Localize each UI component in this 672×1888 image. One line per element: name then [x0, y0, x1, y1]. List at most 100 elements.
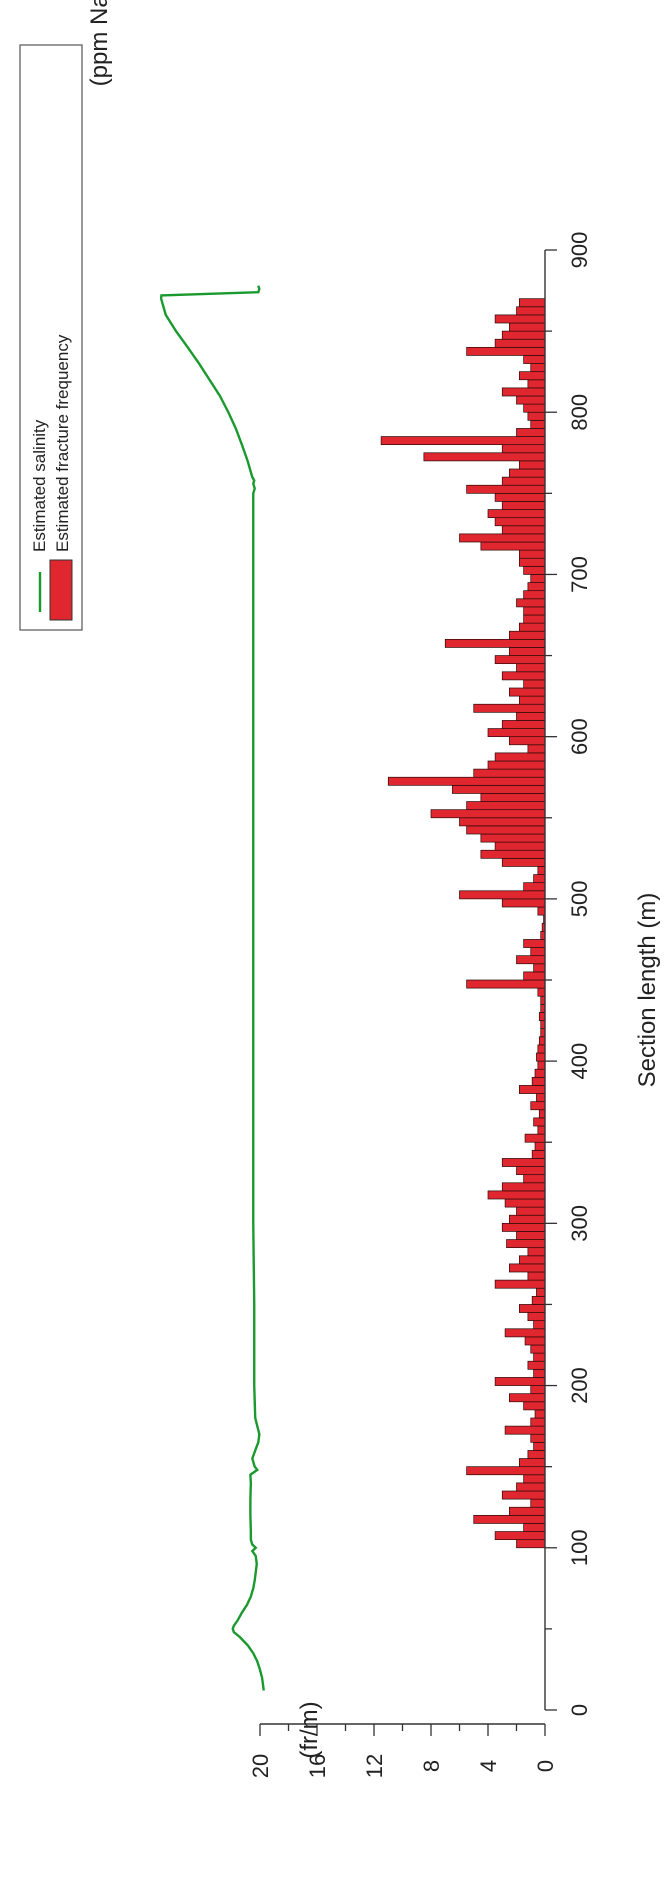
- fracture-frequency-bar: [504, 1425, 546, 1435]
- fracture-frequency-bar: [527, 744, 546, 754]
- fracture-frequency-bar: [536, 1093, 546, 1103]
- fracture-frequency-bar: [494, 492, 546, 502]
- fracture-frequency-bar: [501, 444, 546, 454]
- fracture-frequency-bar: [480, 849, 546, 859]
- x-tick-label: 800: [567, 394, 592, 431]
- fracture-frequency-bar: [473, 1514, 546, 1524]
- x-axis-title: Section length (m): [634, 893, 661, 1088]
- fracture-frequency-bar: [527, 1312, 546, 1322]
- fracture-frequency-bar: [494, 338, 546, 348]
- fracture-frequency-bar: [530, 574, 546, 583]
- frequency-tick-label: 0: [533, 1760, 558, 1772]
- fracture-frequency-bar: [536, 1052, 546, 1062]
- fracture-frequency-bar: [494, 655, 546, 665]
- fracture-frequency-bar: [533, 1368, 546, 1378]
- x-tick-label: 600: [567, 718, 592, 755]
- fracture-frequency-bar: [534, 1068, 546, 1078]
- fracture-frequency-bar: [523, 971, 546, 981]
- fracture-frequency-bar: [538, 1036, 546, 1046]
- fracture-frequency-bar: [506, 1239, 546, 1249]
- fracture-frequency-bar: [523, 606, 546, 616]
- fracture-frequency-bar: [466, 1466, 546, 1476]
- fracture-frequency-bar: [523, 882, 546, 892]
- fracture-frequency-bar: [533, 1320, 546, 1330]
- fracture-frequency-bar: [524, 1336, 546, 1346]
- fracture-frequency-bar: [501, 525, 546, 535]
- fracture-frequency-bar: [537, 1060, 546, 1070]
- fracture-frequency-bar: [380, 436, 546, 446]
- fracture-frequency-bar: [531, 1149, 546, 1159]
- frequency-axis-unit: (fr/m): [296, 1701, 323, 1758]
- fracture-frequency-bar: [430, 809, 546, 819]
- fracture-frequency-bar: [519, 298, 546, 308]
- fracture-frequency-bar: [523, 355, 546, 364]
- fracture-bars-layer: [380, 298, 546, 1549]
- fracture-frequency-bar: [509, 1214, 546, 1224]
- fracture-frequency-bar: [466, 825, 546, 835]
- fracture-frequency-bar: [523, 679, 546, 689]
- fracture-frequency-bar: [533, 1117, 546, 1127]
- legend: Estimated salinity Estimated fracture fr…: [19, 44, 83, 631]
- fracture-frequency-bar: [530, 1101, 546, 1111]
- fracture-frequency-bar: [501, 387, 546, 397]
- x-tick-label: 300: [567, 1205, 592, 1242]
- fracture-frequency-bar: [501, 1222, 546, 1232]
- fracture-frequency-bar: [537, 866, 546, 875]
- fracture-frequency-bar: [523, 590, 546, 600]
- fracture-frequency-bar: [534, 1409, 546, 1419]
- fracture-frequency-bar: [504, 1328, 546, 1338]
- fracture-frequency-bar: [523, 939, 546, 948]
- fracture-frequency-bar: [466, 979, 546, 989]
- fracture-frequency-bar: [519, 549, 546, 559]
- fracture-frequency-bar: [523, 403, 546, 413]
- fracture-frequency-bar: [494, 841, 546, 851]
- fracture-frequency-bar: [459, 817, 546, 827]
- fracture-frequency-bar: [473, 703, 546, 713]
- fracture-frequency-bar: [509, 687, 546, 697]
- fracture-frequency-bar: [538, 1012, 546, 1021]
- fracture-frequency-bar: [516, 306, 546, 316]
- x-tick-label: 400: [567, 1043, 592, 1080]
- fracture-frequency-bar: [487, 1190, 546, 1200]
- fracture-frequency-bar: [501, 671, 546, 681]
- fracture-frequency-bar: [501, 720, 546, 729]
- fracture-frequency-bar: [530, 1417, 546, 1427]
- fracture-frequency-bar: [519, 1458, 546, 1468]
- fracture-frequency-bar: [537, 1044, 546, 1054]
- fracture-frequency-bar: [530, 1433, 546, 1443]
- fracture-frequency-bar: [501, 1182, 546, 1192]
- legend-salinity-label: Estimated salinity: [30, 419, 49, 552]
- fracture-frequency-bar: [494, 752, 546, 762]
- fracture-frequency-bar: [534, 1141, 546, 1151]
- fracture-frequency-bar: [452, 784, 546, 794]
- fracture-frequency-bar: [523, 1523, 546, 1532]
- fracture-frequency-bar: [530, 363, 546, 373]
- fracture-frequency-bar: [527, 582, 546, 592]
- x-tick-label: 100: [567, 1529, 592, 1566]
- fracture-frequency-bar: [516, 1166, 546, 1176]
- fracture-frequency-bar: [527, 411, 546, 421]
- fracture-frequency-bar: [519, 1304, 546, 1313]
- fracture-frequency-bar: [494, 314, 546, 324]
- fracture-frequency-bar: [501, 1490, 546, 1500]
- fracture-frequency-bar: [509, 1506, 546, 1516]
- fracture-frequency-bar: [459, 533, 546, 543]
- fracture-frequency-bar: [537, 1125, 546, 1135]
- fracture-frequency-bar: [501, 857, 546, 867]
- fracture-frequency-bar: [516, 428, 546, 437]
- fracture-frequency-bar: [466, 484, 546, 494]
- fracture-frequency-bar: [387, 776, 546, 786]
- fracture-frequency-bar: [501, 1158, 546, 1167]
- fracture-frequency-bar: [444, 638, 546, 648]
- fracture-frequency-bar: [501, 330, 546, 340]
- fracture-frequency-bar: [536, 1287, 546, 1297]
- fracture-frequency-bar: [530, 1498, 546, 1508]
- fracture-frequency-bar: [516, 1231, 546, 1240]
- fracture-frequency-bar: [423, 452, 546, 462]
- fracture-frequency-bar: [504, 1198, 546, 1208]
- salinity-line: [159, 285, 265, 1691]
- fracture-frequency-bar: [527, 1450, 546, 1459]
- fracture-frequency-bar: [466, 801, 546, 811]
- fracture-frequency-bar: [519, 460, 546, 470]
